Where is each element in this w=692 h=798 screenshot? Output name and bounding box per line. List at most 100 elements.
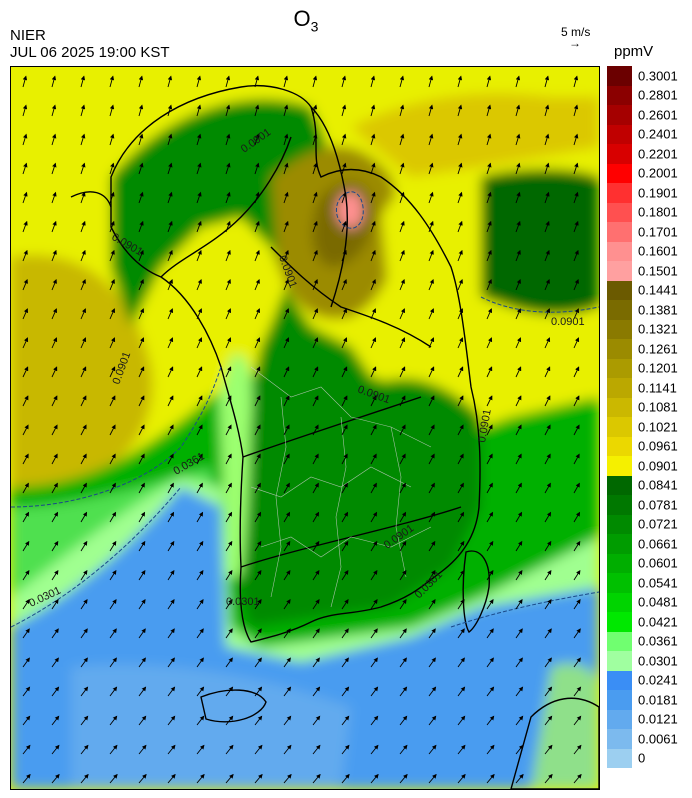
wind-arrow [399, 773, 408, 784]
colorbar-segment [607, 514, 632, 534]
wind-arrow [399, 162, 405, 175]
wind-arrow [428, 599, 436, 610]
wind-arrow [486, 249, 492, 262]
wind-arrow [457, 75, 463, 88]
wind-arrow [22, 686, 31, 697]
colorbar-tick-label: 0.2201 [638, 146, 678, 162]
wind-arrow [428, 773, 437, 784]
colorbar-segment [607, 456, 632, 476]
wind-arrow [51, 308, 58, 320]
wind-arrow [109, 686, 118, 697]
colorbar-tick-label: 0.1381 [638, 302, 678, 318]
wind-arrow [80, 308, 87, 320]
colorbar-segment [607, 417, 632, 437]
wind-arrow [399, 337, 406, 349]
wind-arrow [283, 162, 289, 175]
wind-arrow [196, 366, 203, 378]
wind-arrow [80, 511, 88, 523]
wind-arrow [51, 482, 58, 494]
wind-arrow [544, 686, 553, 697]
wind-arrow [312, 453, 319, 465]
wind-arrow [167, 628, 175, 639]
contour-label: 0.0901 [476, 408, 494, 443]
colorbar-tick-label: 0.0481 [638, 594, 678, 610]
wind-arrow [138, 628, 146, 639]
wind-arrow [138, 104, 144, 117]
wind-arrow [341, 278, 347, 291]
colorbar-segment [607, 85, 632, 105]
wind-arrow [225, 395, 232, 407]
wind-arrow [196, 395, 203, 407]
wind-arrow [312, 75, 318, 88]
wind-arrow [486, 744, 495, 755]
wind-arrow [196, 162, 202, 175]
wind-arrow [370, 628, 378, 639]
wind-arrow [225, 249, 231, 262]
wind-arrow [167, 715, 176, 726]
wind-arrow [22, 337, 29, 349]
wind-arrow [312, 162, 318, 175]
wind-arrow [109, 75, 115, 88]
wind-arrow [515, 424, 522, 436]
wind-arrow [515, 337, 522, 349]
wind-arrow [225, 366, 232, 378]
wind-arrow [22, 308, 29, 320]
wind-arrow [515, 773, 524, 784]
wind-arrow [138, 599, 146, 610]
wind-arrow [80, 628, 88, 639]
wind-arrow [167, 773, 176, 784]
wind-arrow [399, 686, 408, 697]
wind-arrow [573, 773, 582, 784]
colorbar-tick-label: 0.0601 [638, 555, 678, 571]
wind-arrow [515, 75, 521, 88]
wind-arrow [167, 366, 174, 378]
colorbar-segment [607, 690, 632, 710]
wind-arrow [254, 104, 260, 117]
wind-arrow [138, 540, 146, 552]
wind-arrow [573, 540, 581, 552]
colorbar-tick-label: 0.2001 [638, 165, 678, 181]
wind-arrow [573, 599, 581, 610]
colorbar-tick-label: 0.0181 [638, 692, 678, 708]
wind-arrow [196, 104, 202, 117]
wind-arrow [283, 686, 292, 697]
wind-arrow [167, 453, 174, 465]
colorbar-segment [607, 124, 632, 144]
wind-arrow [428, 75, 434, 88]
wind-arrow [457, 133, 463, 146]
wind-arrow [138, 395, 145, 407]
wind-arrow [254, 715, 263, 726]
colorbar-tick-label: 0.0721 [638, 516, 678, 532]
wind-arrow [312, 249, 318, 262]
colorbar-tick-label: 0.1021 [638, 419, 678, 435]
wind-arrow [341, 715, 350, 726]
colorbar-tick-label: 0.1141 [638, 380, 677, 396]
wind-arrow [254, 75, 260, 88]
wind-arrow [225, 104, 231, 117]
colorbar-segment [607, 66, 632, 86]
wind-arrow [283, 220, 289, 233]
wind-arrow [80, 249, 86, 262]
colorbar-segment [607, 709, 632, 729]
colorbar-tick-label: 0.1321 [638, 321, 678, 337]
wind-arrow [22, 773, 31, 784]
colorbar-tick-label: 0.0241 [638, 672, 678, 688]
wind-arrow [428, 715, 437, 726]
wind-arrow [486, 482, 493, 494]
wind-arrow [428, 104, 434, 117]
wind-arrow [341, 599, 349, 610]
wind-arrow [457, 453, 464, 465]
wind-arrow [515, 482, 522, 494]
wind-arrow [196, 569, 204, 581]
wind-arrow [573, 337, 580, 349]
wind-arrow [196, 133, 202, 146]
wind-arrow [254, 773, 263, 784]
wind-arrow [428, 744, 437, 755]
wind-arrow [515, 278, 521, 291]
wind-arrow [428, 657, 436, 668]
wind-arrow [399, 133, 405, 146]
wind-arrow [515, 599, 523, 610]
colorbar-tick-label: 0.1801 [638, 204, 678, 220]
colorbar-segment [607, 534, 632, 554]
wind-arrow [22, 249, 28, 262]
